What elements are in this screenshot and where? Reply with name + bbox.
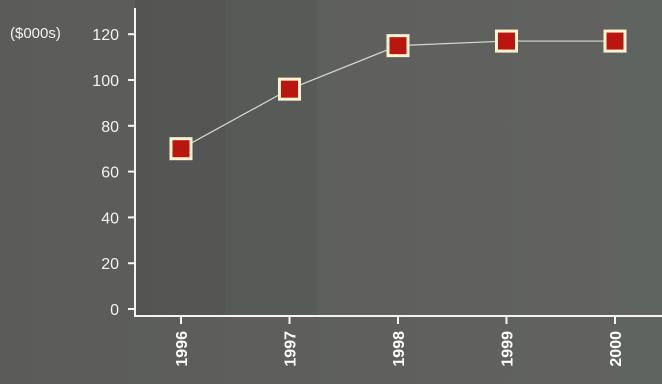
x-tick-label: 1999 <box>500 331 517 367</box>
data-point <box>603 29 627 53</box>
data-point <box>278 77 301 101</box>
data-point <box>386 34 410 58</box>
x-tick-label: 2000 <box>608 331 625 367</box>
background-band <box>612 0 662 384</box>
data-series <box>169 29 627 161</box>
y-tick-label: 40 <box>101 210 119 227</box>
y-unit-label: ($000s) <box>10 25 61 42</box>
y-tick-label: 0 <box>110 302 119 319</box>
y-tick-label: 100 <box>92 73 119 90</box>
x-tick-label: 1996 <box>174 331 191 367</box>
data-point <box>495 29 518 53</box>
x-axis-ticks: 1996 1997 1998 1999 2000 <box>174 316 625 367</box>
x-tick-label: 1998 <box>391 331 408 367</box>
x-tick-label: 1997 <box>283 331 300 367</box>
y-axis-ticks: 0 20 40 60 80 100 120 <box>92 27 135 319</box>
background-band <box>225 0 317 315</box>
y-tick-label: 120 <box>92 27 119 44</box>
y-tick-label: 60 <box>101 165 119 182</box>
y-tick-label: 80 <box>101 119 119 136</box>
data-point <box>169 137 193 161</box>
y-tick-label: 20 <box>101 256 119 273</box>
